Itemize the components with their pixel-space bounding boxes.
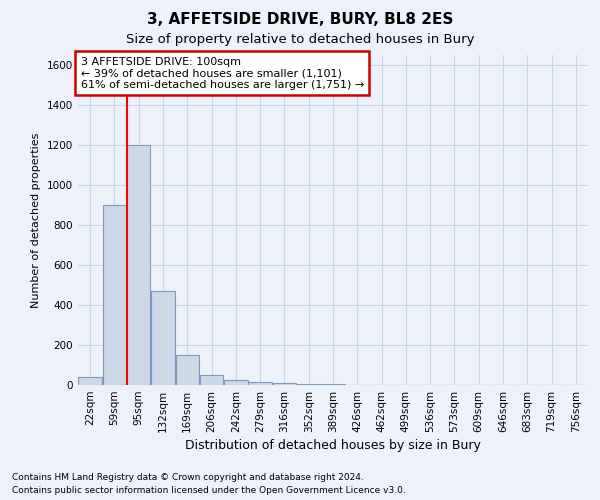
- Text: Size of property relative to detached houses in Bury: Size of property relative to detached ho…: [126, 32, 474, 46]
- Bar: [103, 205, 126, 385]
- Bar: [151, 291, 175, 385]
- Bar: [321, 384, 345, 385]
- Bar: [272, 383, 296, 385]
- Text: Contains public sector information licensed under the Open Government Licence v3: Contains public sector information licen…: [12, 486, 406, 495]
- Text: 3 AFFETSIDE DRIVE: 100sqm
← 39% of detached houses are smaller (1,101)
61% of se: 3 AFFETSIDE DRIVE: 100sqm ← 39% of detac…: [80, 56, 364, 90]
- Bar: [79, 377, 102, 385]
- X-axis label: Distribution of detached houses by size in Bury: Distribution of detached houses by size …: [185, 439, 481, 452]
- Text: 3, AFFETSIDE DRIVE, BURY, BL8 2ES: 3, AFFETSIDE DRIVE, BURY, BL8 2ES: [147, 12, 453, 28]
- Bar: [127, 145, 151, 385]
- Bar: [248, 382, 272, 385]
- Y-axis label: Number of detached properties: Number of detached properties: [31, 132, 41, 308]
- Bar: [176, 355, 199, 385]
- Bar: [297, 384, 320, 385]
- Bar: [200, 375, 223, 385]
- Text: Contains HM Land Registry data © Crown copyright and database right 2024.: Contains HM Land Registry data © Crown c…: [12, 474, 364, 482]
- Bar: [224, 380, 248, 385]
